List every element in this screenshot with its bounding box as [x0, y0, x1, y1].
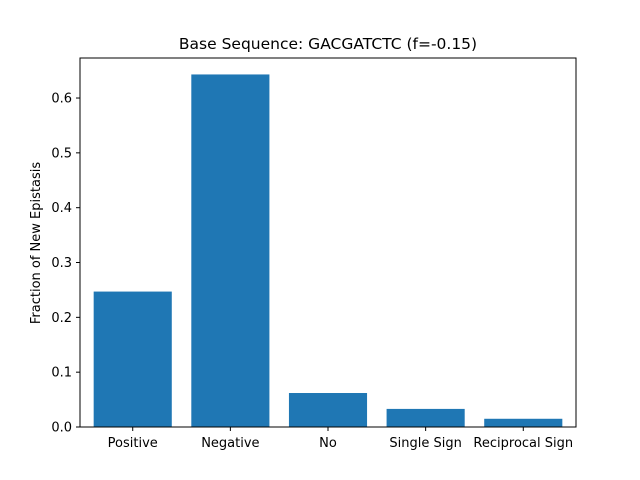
y-ticks-group: 0.0 0.1 0.2 0.3 0.4 0.5 0.6 — [51, 92, 80, 436]
bar-reciprocal-sign — [484, 418, 563, 427]
y-tick-label: 0.6 — [51, 92, 72, 107]
x-tick-label: Reciprocal Sign — [473, 436, 573, 451]
x-tick-label: No — [319, 436, 337, 451]
y-tick-label: 0.4 — [51, 201, 72, 216]
x-ticks-group: Positive Negative No Single Sign Reciprocal … — [108, 427, 573, 451]
x-tick-label: Negative — [201, 436, 259, 451]
y-tick-label: 0.0 — [51, 421, 72, 436]
y-tick-label: 0.1 — [51, 366, 72, 381]
y-tick-label: 0.3 — [51, 256, 72, 271]
bar-single-sign — [386, 408, 465, 427]
chart-title: Base Sequence: GACGATCTC (f=-0.15) — [179, 35, 477, 53]
bar-no — [288, 393, 368, 427]
bar-positive — [93, 291, 172, 427]
y-tick-label: 0.2 — [51, 311, 72, 326]
x-tick-label: Positive — [108, 436, 158, 451]
bar-negative — [191, 74, 270, 428]
y-axis-label: Fraction of New Epistasis — [29, 162, 44, 324]
bars-group — [93, 74, 563, 428]
x-tick-label: Single Sign — [389, 436, 461, 451]
y-tick-label: 0.5 — [51, 146, 72, 161]
